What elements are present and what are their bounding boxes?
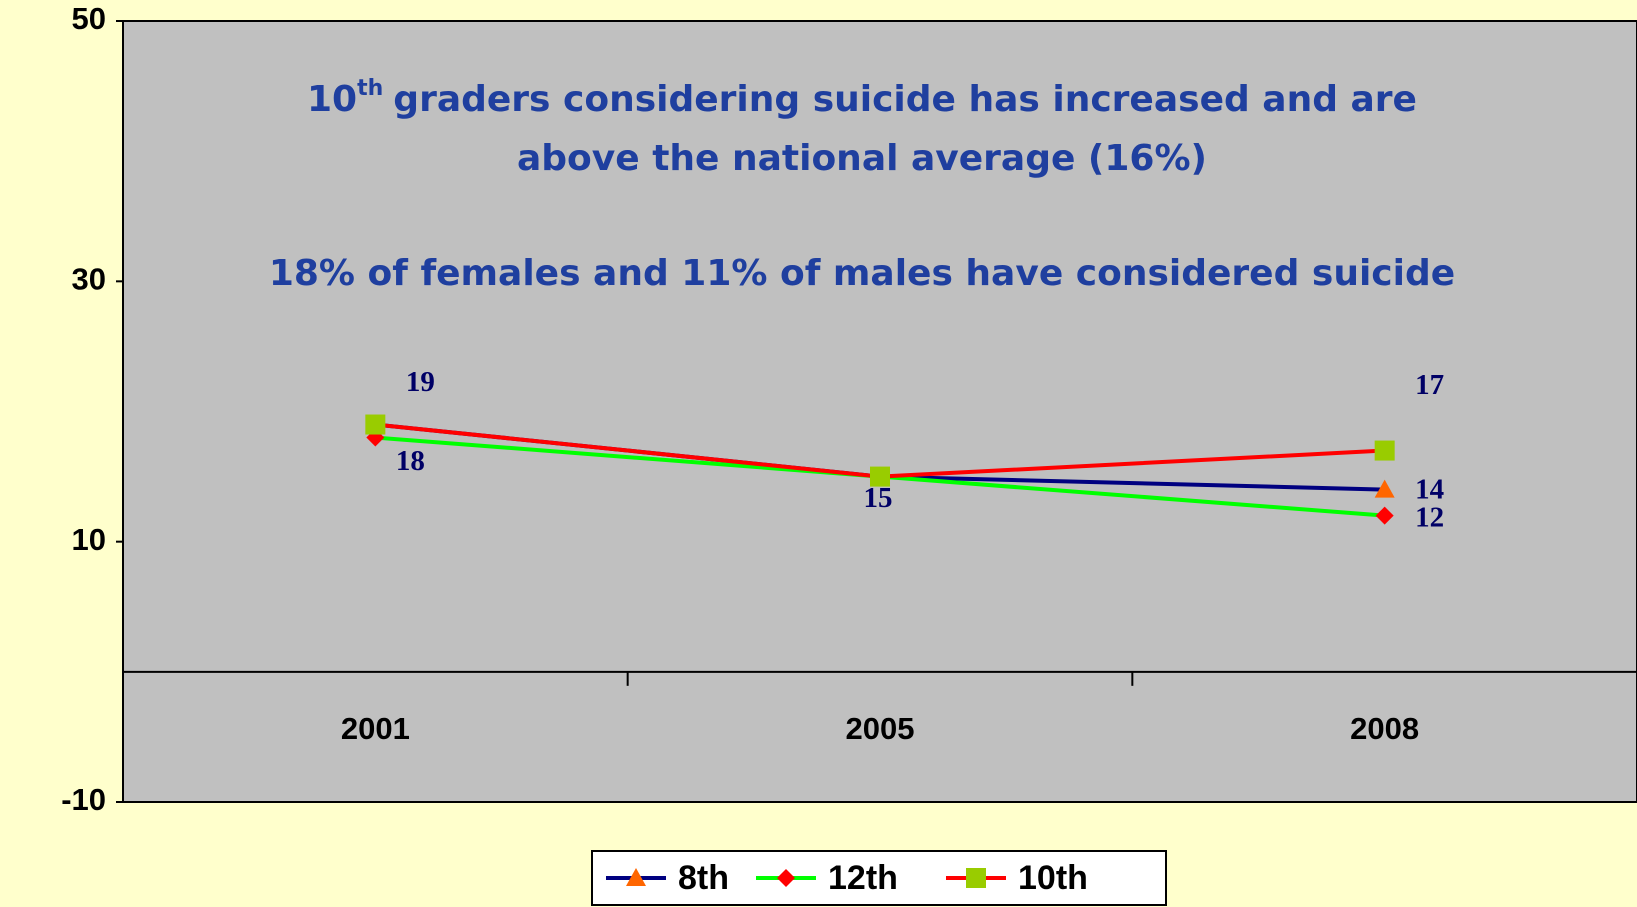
annotation-text: graders considering suicide has increase… [393,79,1417,120]
legend-marker [777,869,795,887]
legend-marker [966,868,986,888]
annotation-line-1: 10th graders considering suicide has incr… [307,76,1417,120]
data-label: 15 [864,482,893,514]
data-label: 19 [406,366,435,398]
subtitle: 18% of females and 11% of males have con… [269,253,1455,294]
legend-marker [626,868,646,886]
annotation-number: 10 [307,79,357,120]
y-tick-label: 10 [72,522,106,557]
legend-label: 12th [828,859,898,897]
data-label: 14 [1415,473,1444,505]
marker [1375,506,1394,525]
legend-label: 8th [678,859,729,897]
legend [591,850,1167,906]
annotation-line-2: above the national average (16%) [517,138,1207,179]
x-tick-label: 2008 [1350,711,1419,746]
y-tick-label: -10 [61,782,106,817]
y-tick-label: 30 [72,262,106,297]
annotation-superscript: th [357,76,383,101]
data-label: 12 [1415,501,1444,533]
legend-label: 10th [1018,859,1088,897]
marker [1374,440,1395,461]
y-tick-label: 50 [72,1,106,36]
data-label: 17 [1415,369,1444,401]
x-tick-label: 2001 [341,711,410,746]
marker [1374,479,1395,498]
data-label: 18 [396,445,425,477]
marker [365,414,386,435]
marker [870,466,890,487]
x-tick-label: 2005 [846,711,915,746]
